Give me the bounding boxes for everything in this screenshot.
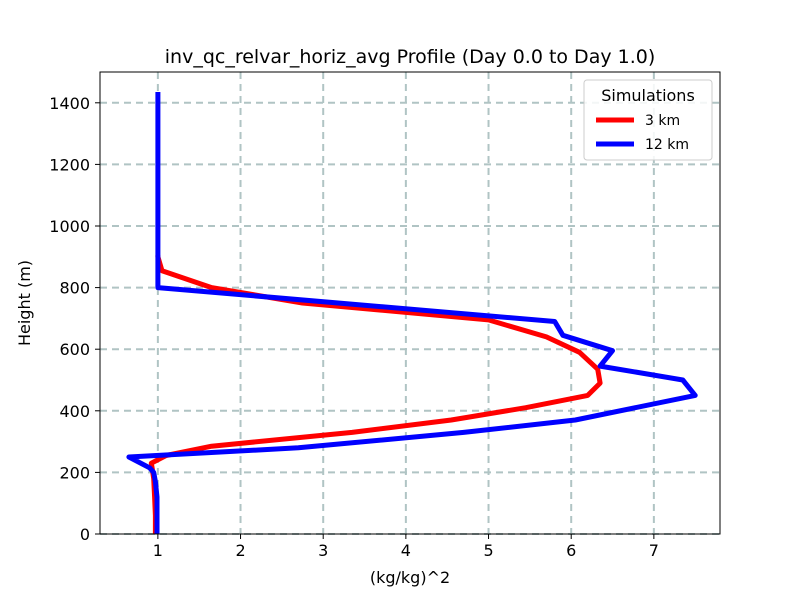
x-tick-label: 6 <box>566 541 576 560</box>
y-tick-label: 200 <box>59 463 90 482</box>
x-tick-label: 3 <box>318 541 328 560</box>
x-tick-label: 2 <box>235 541 245 560</box>
y-tick-label: 600 <box>59 340 90 359</box>
x-tick-label: 5 <box>483 541 493 560</box>
x-tick-label: 4 <box>401 541 411 560</box>
plot-frame <box>99 71 721 535</box>
y-tick-label: 800 <box>59 279 90 298</box>
legend-label-1: 12 km <box>645 137 689 153</box>
x-axis-title: (kg/kg)^2 <box>370 568 450 587</box>
legend: Simulations 3 km 12 km <box>583 79 713 161</box>
y-tick-label: 1400 <box>49 94 90 113</box>
y-tick-label: 1000 <box>49 217 90 236</box>
x-tick-label: 1 <box>153 541 163 560</box>
legend-box <box>583 79 713 161</box>
y-tick-label: 400 <box>59 402 90 421</box>
legend-label-0: 3 km <box>645 113 680 129</box>
y-axis-title: Height (m) <box>15 260 34 346</box>
axis-ticks: 1 2 3 4 5 6 7 0 200 400 600 800 1000 1200 1400 <box>49 94 659 560</box>
y-tick-label: 1200 <box>49 155 90 174</box>
series-lines <box>126 92 698 534</box>
legend-title: Simulations <box>601 86 695 105</box>
series-line-1 <box>126 92 698 534</box>
x-tick-label: 7 <box>649 541 659 560</box>
y-tick-label: 0 <box>80 525 90 544</box>
chart-title: inv_qc_relvar_horiz_avg Profile (Day 0.0… <box>165 46 656 68</box>
